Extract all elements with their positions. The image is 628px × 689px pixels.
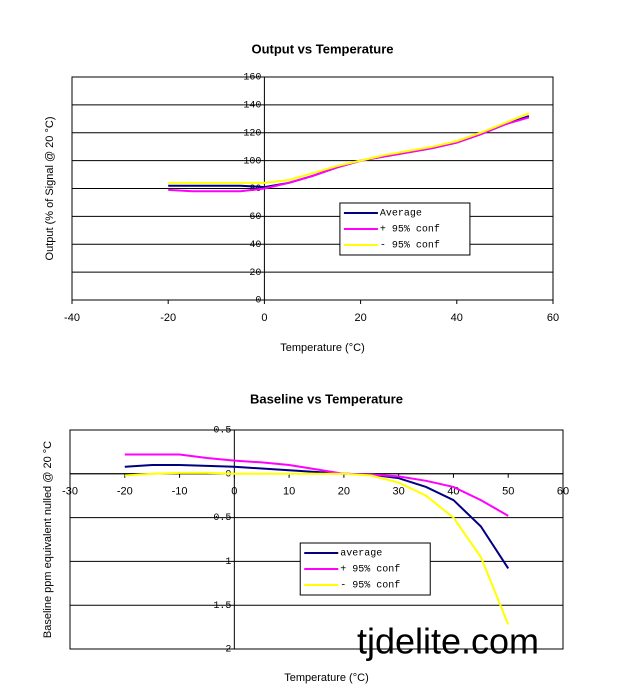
series-line bbox=[168, 115, 530, 189]
y-tick-label: 2 bbox=[225, 645, 231, 656]
x-tick-label: -20 bbox=[117, 486, 133, 498]
series-line bbox=[124, 464, 510, 569]
y-tick-label: 60 bbox=[249, 212, 261, 223]
series-line bbox=[124, 453, 509, 517]
y-tick-label: 0.5 bbox=[213, 513, 231, 524]
x-tick-label: 20 bbox=[338, 486, 350, 498]
series-line bbox=[168, 116, 530, 193]
y-tick-label: 20 bbox=[249, 268, 261, 279]
x-tick-label: -40 bbox=[64, 312, 80, 324]
x-tick-label: -10 bbox=[172, 486, 188, 498]
series-line bbox=[168, 112, 530, 184]
x-tick-label: 30 bbox=[393, 486, 405, 498]
legend-label: - 95% conf bbox=[380, 240, 440, 252]
y-tick-label: 140 bbox=[243, 101, 261, 112]
x-tick-label: 50 bbox=[502, 486, 514, 498]
x-tick-label: 40 bbox=[451, 312, 463, 324]
x-tick-label: 0 bbox=[261, 312, 267, 324]
legend-label: + 95% conf bbox=[380, 224, 440, 236]
y-axis-label: Baseline ppm equivalent nulled @ 20 °C bbox=[42, 441, 54, 638]
legend-label: Average bbox=[380, 209, 422, 220]
y-tick-label: 0 bbox=[225, 469, 231, 480]
chart-title: Baseline vs Temperature bbox=[250, 391, 403, 406]
x-axis-label: Temperature (°C) bbox=[280, 342, 364, 354]
legend-box bbox=[339, 202, 471, 256]
legend-label: average bbox=[340, 549, 382, 560]
legend-label: + 95% conf bbox=[340, 564, 400, 576]
x-tick-label: 10 bbox=[283, 486, 295, 498]
y-tick-label: 0.5 bbox=[213, 426, 231, 437]
y-tick-label: 40 bbox=[249, 240, 261, 251]
y-tick-label: 100 bbox=[243, 156, 261, 167]
chart-title: Output vs Temperature bbox=[251, 41, 393, 56]
series-line bbox=[124, 471, 510, 625]
y-tick-label: 1 bbox=[225, 557, 231, 568]
legend-label: - 95% conf bbox=[340, 580, 400, 592]
y-tick-label: 0 bbox=[255, 296, 261, 307]
y-axis-label: Output (% of Signal @ 20 °C) bbox=[44, 117, 56, 261]
y-tick-label: 120 bbox=[243, 128, 261, 139]
x-tick-label: 20 bbox=[354, 312, 366, 324]
y-tick-label: 1.5 bbox=[213, 601, 231, 612]
watermark: tjdelite.com bbox=[357, 621, 539, 662]
x-tick-label: -20 bbox=[160, 312, 176, 324]
y-tick-label: 160 bbox=[243, 73, 261, 84]
x-axis-label: Temperature (°C) bbox=[284, 672, 368, 684]
x-tick-label: 60 bbox=[557, 486, 569, 498]
x-tick-label: 60 bbox=[547, 312, 559, 324]
x-tick-label: -30 bbox=[62, 486, 78, 498]
